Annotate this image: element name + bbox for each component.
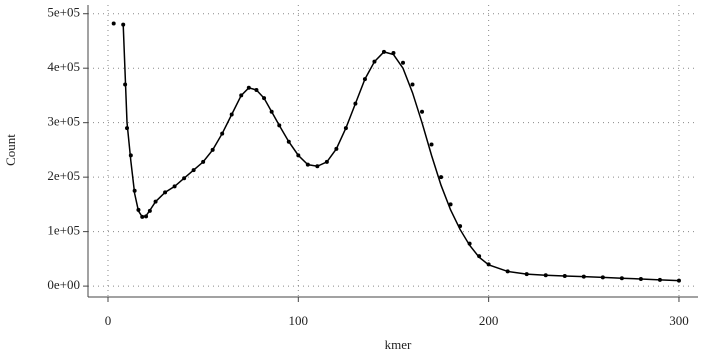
point — [400, 60, 405, 65]
point — [111, 21, 116, 26]
y-tick-label: 4e+05 — [47, 59, 80, 74]
point — [410, 82, 415, 87]
x-tick-label: 0 — [105, 313, 112, 328]
point — [420, 109, 425, 114]
y-tick-label: 5e+05 — [47, 5, 80, 20]
y-tick-label: 1e+05 — [47, 223, 80, 238]
x-tick-label: 100 — [289, 313, 309, 328]
point — [429, 142, 434, 147]
y-tick-label: 2e+05 — [47, 168, 80, 183]
point — [439, 175, 444, 180]
y-tick-label: 3e+05 — [47, 114, 80, 129]
y-tick-label: 0e+00 — [47, 277, 80, 292]
fit-line — [122, 24, 680, 282]
x-tick-label: 300 — [669, 313, 689, 328]
x-axis-label: kmer — [385, 337, 412, 350]
y-axis-label: Count — [3, 134, 18, 166]
x-tick-label: 200 — [479, 313, 499, 328]
